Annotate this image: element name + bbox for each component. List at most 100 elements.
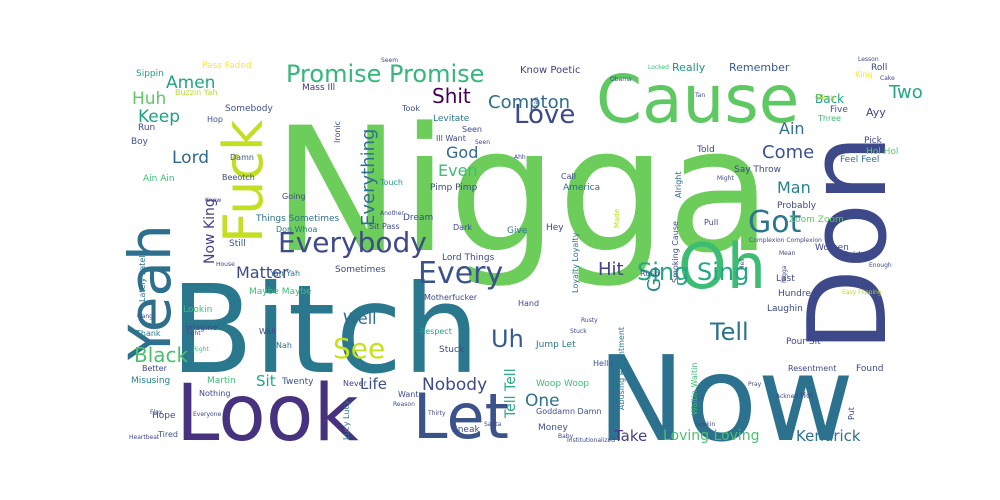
cloud-word: Alright (674, 172, 683, 199)
cloud-word: Motherfucker (424, 293, 478, 302)
cloud-word: Easy Flipping (842, 289, 882, 296)
cloud-word: King (855, 70, 873, 79)
cloud-word: Hol Hol (866, 147, 898, 157)
cloud-word: Respect (420, 327, 452, 336)
cloud-word: Loyalty Loyalty (571, 232, 580, 293)
cloud-word: Stuck (439, 345, 465, 355)
cloud-word: Beeotch (222, 173, 255, 182)
cloud-word: Pass Faded (202, 61, 252, 71)
cloud-word: Say Throw (734, 165, 781, 175)
cloud-word: Gang (137, 313, 153, 320)
cloud-word: See (333, 332, 385, 365)
cloud-word: Laughin (767, 304, 803, 314)
cloud-word: Enough (869, 262, 892, 269)
cloud-word: America (563, 183, 600, 193)
cloud-word: Lookin (183, 305, 212, 315)
cloud-word: Compton (488, 92, 570, 113)
cloud-word: Hope (152, 411, 176, 421)
cloud-word: Might (717, 175, 734, 182)
cloud-word: Complexion Complexion (749, 237, 822, 244)
cloud-word: Tell Tell (503, 368, 519, 419)
cloud-word: Cause (596, 61, 799, 138)
cloud-word: Right (193, 346, 209, 353)
cloud-word: Look (176, 369, 359, 459)
cloud-word: Said (843, 250, 860, 259)
cloud-word: Made (613, 209, 621, 228)
cloud-word: Better (142, 364, 168, 373)
cloud-word: Got (748, 205, 802, 240)
cloud-word: Goddamn Damn (536, 407, 601, 416)
cloud-word: Even (438, 161, 478, 180)
cloud-word: Locked (648, 64, 669, 71)
cloud-word: Dark (453, 223, 472, 232)
cloud-word: Pray (748, 381, 762, 388)
cloud-word: Reason (393, 401, 415, 408)
cloud-word: Hello (593, 359, 613, 368)
cloud-word: Hey (546, 223, 564, 233)
cloud-word: Twenty (281, 377, 314, 387)
cloud-word: Sit (256, 372, 276, 390)
cloud-word: Resentment (788, 364, 836, 373)
cloud-word: Martin (207, 376, 236, 386)
cloud-word: Women (815, 243, 849, 253)
cloud-word: Yeah (116, 224, 184, 361)
cloud-word: Matter (236, 263, 289, 282)
cloud-word: Found (856, 364, 883, 374)
cloud-word: Ain Ain (143, 174, 175, 184)
cloud-word: God (446, 143, 478, 162)
cloud-word: Life (360, 375, 387, 393)
cloud-word: Things Sometimes (255, 214, 340, 224)
cloud-word: Tan (694, 92, 705, 99)
cloud-word: Going (282, 192, 305, 201)
cloud-word: Fight (186, 330, 201, 337)
cloud-word: Sing Sing (637, 258, 749, 286)
cloud-word: Flex (150, 409, 163, 416)
cloud-word: Kendrick (796, 427, 861, 445)
cloud-word: Another (380, 210, 404, 217)
cloud-word: Thank (135, 329, 161, 338)
cloud-word: Ain (779, 119, 805, 138)
cloud-word: Rusty (581, 317, 598, 324)
cloud-word: Don (786, 134, 911, 352)
cloud-word: Run (138, 123, 155, 133)
cloud-word: Back (815, 92, 844, 106)
cloud-word: Probably (777, 201, 817, 211)
cloud-word: Sometimes (335, 265, 386, 275)
cloud-word: Roll (871, 63, 887, 73)
cloud-word: Waitin Waitin (690, 363, 699, 415)
cloud-word: Pour Sit (786, 337, 821, 347)
cloud-word: Lord (172, 148, 209, 168)
cloud-word: Cake (880, 75, 895, 82)
cloud-word: Zoom Zoom (789, 215, 844, 225)
cloud-word: Five (830, 105, 848, 115)
cloud-word: House (216, 261, 235, 268)
cloud-word: Thirty (427, 410, 446, 417)
cloud-word: Everyone (193, 411, 222, 418)
cloud-word: Nobody (422, 375, 487, 395)
cloud-word: Yah Yah (269, 269, 300, 278)
cloud-word: Tell (709, 318, 749, 346)
cloud-word: Buzzin Yah (175, 88, 218, 97)
cloud-word: Man (777, 178, 811, 197)
cloud-word: Money (538, 423, 569, 433)
cloud-word: Shit (432, 84, 471, 108)
cloud-word: Love (514, 100, 575, 130)
cloud-word: Yeah (533, 97, 540, 112)
cloud-word: Misusing (131, 376, 170, 386)
cloud-word: Abusing Resentment (617, 327, 626, 410)
cloud-word: Pick (864, 136, 883, 146)
cloud-word: Still (229, 239, 246, 249)
cloud-word: Lord Things (442, 253, 495, 263)
cloud-word: Don Whoa (276, 225, 318, 234)
cloud-word: Boy (131, 137, 149, 147)
cloud-word: Told (696, 145, 715, 155)
cloud-word: Nigga (272, 90, 772, 291)
cloud-word: Seem (381, 57, 398, 64)
cloud-word: Know Poetic (520, 65, 581, 76)
cloud-word: Rush (640, 269, 660, 278)
cloud-word: Oh (678, 230, 766, 303)
cloud-word: Santa (484, 421, 502, 428)
cloud-word: Obama (610, 76, 632, 83)
cloud-word: Hol (800, 391, 813, 400)
